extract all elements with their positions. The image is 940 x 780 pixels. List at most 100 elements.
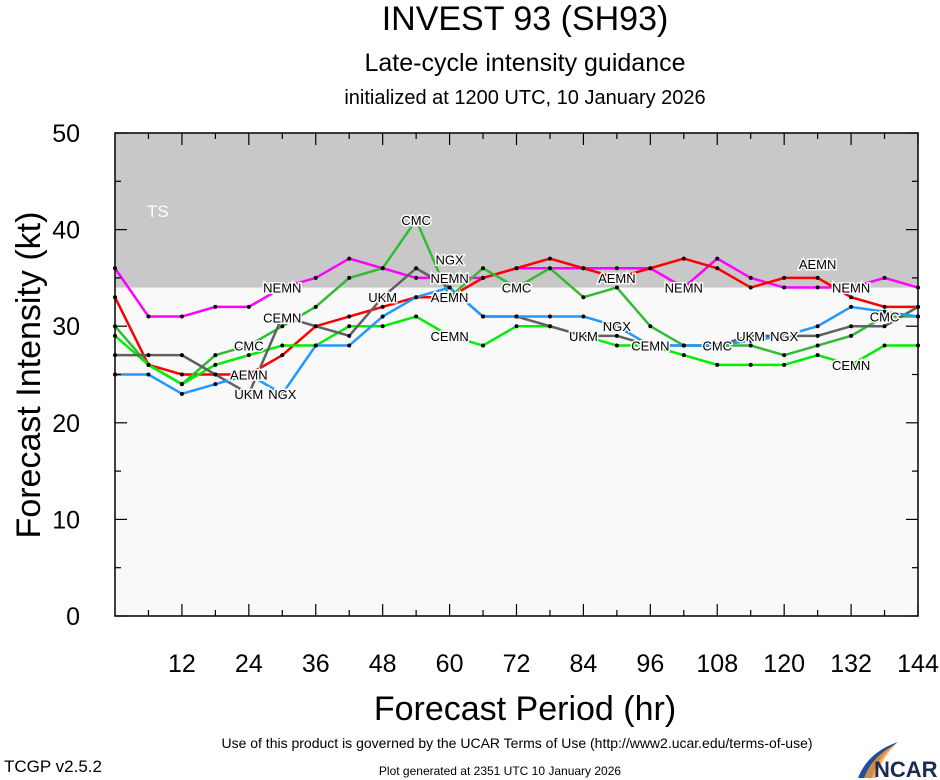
data-point-cmc — [782, 353, 787, 358]
data-point-cemn — [514, 324, 519, 329]
data-point-aemn — [715, 266, 720, 271]
chart-title: INVEST 93 (SH93) — [382, 0, 669, 38]
x-tick-label: 144 — [897, 650, 939, 678]
intensity-band — [115, 133, 918, 288]
series-label: UKM — [368, 290, 397, 305]
series-label: UKM — [736, 329, 765, 344]
data-point-ngx — [280, 391, 285, 396]
data-point-ukm — [547, 324, 552, 329]
x-tick-label: 60 — [436, 650, 464, 678]
data-point-aemn — [347, 314, 352, 319]
data-point-ngx — [715, 343, 720, 348]
data-point-cmc — [447, 295, 452, 300]
data-point-cmc — [246, 343, 251, 348]
data-point-nemn — [246, 304, 251, 309]
data-point-cmc — [882, 314, 887, 319]
data-point-ngx — [748, 338, 753, 343]
data-point-cemn — [146, 362, 151, 367]
series-label: NEMN — [263, 281, 301, 296]
data-point-aemn — [280, 353, 285, 358]
data-point-ukm — [849, 324, 854, 329]
data-point-ngx — [481, 314, 486, 319]
x-tick-label: 120 — [763, 650, 805, 678]
x-tick-label: 132 — [830, 650, 872, 678]
series-label: CMC — [702, 339, 732, 354]
data-point-ukm — [815, 333, 820, 338]
series-label: UKM — [569, 329, 598, 344]
data-point-ngx — [414, 295, 419, 300]
data-point-nemn — [414, 275, 419, 280]
data-point-cmc — [313, 304, 318, 309]
x-tick-label: 96 — [636, 650, 664, 678]
data-point-ukm — [614, 333, 619, 338]
series-label: NEMN — [665, 281, 703, 296]
data-point-cmc — [347, 275, 352, 280]
data-point-cmc — [514, 285, 519, 290]
data-point-nemn — [715, 256, 720, 261]
data-point-aemn — [681, 256, 686, 261]
data-point-cmc — [481, 266, 486, 271]
series-label: AEMN — [431, 290, 469, 305]
data-point-aemn — [481, 275, 486, 280]
x-tick-label: 108 — [696, 650, 738, 678]
data-point-nemn — [347, 256, 352, 261]
x-tick-label: 84 — [570, 650, 598, 678]
data-point-nemn — [882, 275, 887, 280]
data-point-cemn — [414, 314, 419, 319]
data-point-cemn — [280, 343, 285, 348]
data-point-nemn — [313, 275, 318, 280]
series-label: NEMN — [430, 271, 468, 286]
chart-init-time: initialized at 1200 UTC, 10 January 2026 — [344, 87, 705, 109]
data-point-ngx — [146, 372, 151, 377]
data-point-ukm — [179, 353, 184, 358]
data-point-cmc — [380, 266, 385, 271]
y-tick-label: 10 — [52, 506, 80, 534]
data-point-nemn — [213, 304, 218, 309]
data-point-ngx — [313, 343, 318, 348]
series-label: NGX — [268, 387, 297, 402]
data-point-nemn — [614, 266, 619, 271]
data-point-cmc — [280, 324, 285, 329]
data-point-ngx — [882, 309, 887, 314]
x-tick-label: 48 — [369, 650, 397, 678]
series-label: CEMN — [631, 339, 669, 354]
data-point-cmc — [414, 217, 419, 222]
data-point-ukm — [246, 391, 251, 396]
data-point-ngx — [380, 314, 385, 319]
data-point-nemn — [782, 285, 787, 290]
data-point-ngx — [213, 382, 218, 387]
series-label: NGX — [435, 253, 464, 268]
series-label: NGX — [603, 319, 632, 334]
data-point-ngx — [179, 391, 184, 396]
data-point-cemn — [715, 362, 720, 367]
version-label: TCGP v2.5.2 — [4, 757, 102, 776]
data-point-ngx — [246, 372, 251, 377]
series-label: CMC — [870, 310, 900, 325]
series-label: UKM — [234, 387, 263, 402]
data-point-nemn — [146, 314, 151, 319]
series-label: CEMN — [263, 311, 301, 326]
data-point-ukm — [748, 333, 753, 338]
series-label: CMC — [401, 213, 431, 228]
data-point-ngx — [849, 304, 854, 309]
x-tick-label: 24 — [235, 650, 263, 678]
data-point-nemn — [447, 275, 452, 280]
data-point-nemn — [280, 285, 285, 290]
data-point-cemn — [849, 362, 854, 367]
data-point-ukm — [313, 324, 318, 329]
data-point-aemn — [179, 372, 184, 377]
chart-subtitle: Late-cycle intensity guidance — [364, 49, 685, 77]
data-point-ukm — [347, 333, 352, 338]
data-point-cemn — [681, 353, 686, 358]
data-point-ngx — [514, 314, 519, 319]
data-point-ngx — [782, 333, 787, 338]
generated-time: Plot generated at 2351 UTC 10 January 20… — [379, 764, 621, 778]
x-tick-label: 36 — [302, 650, 330, 678]
series-label: AEMN — [230, 368, 268, 383]
data-point-cemn — [213, 362, 218, 367]
data-point-cemn — [614, 343, 619, 348]
data-point-cmc — [213, 353, 218, 358]
x-axis-title: Forecast Period (hr) — [374, 690, 676, 728]
series-label: CEMN — [430, 329, 468, 344]
